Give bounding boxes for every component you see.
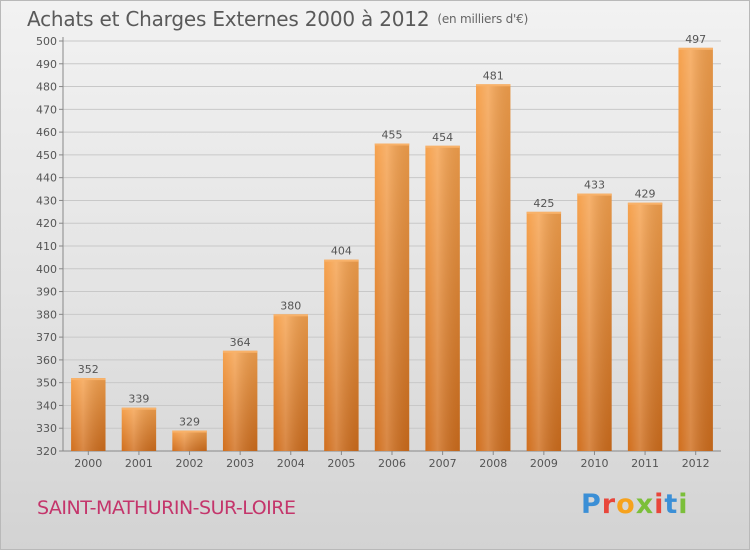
y-tick-label: 440 [36, 172, 57, 185]
brand-letter: o [616, 489, 636, 520]
brand-letter: t [664, 489, 679, 520]
y-tick-label: 420 [36, 217, 57, 230]
y-tick-label: 380 [36, 308, 57, 321]
bar-top-edge [678, 47, 713, 50]
commune-name: SAINT-MATHURIN-SUR-LOIRE [37, 497, 296, 519]
bar-shine [678, 47, 713, 451]
bar-shine [526, 211, 562, 451]
brand-letter: x [635, 489, 655, 520]
bar-value-label: 481 [483, 69, 504, 82]
y-tick-label: 480 [36, 81, 57, 94]
bar-top-edge [273, 314, 308, 317]
x-tick-label: 2012 [682, 457, 710, 470]
bar-value-label: 429 [635, 188, 656, 201]
y-tick-label: 500 [36, 35, 57, 48]
y-tick-label: 350 [36, 377, 57, 390]
y-tick-label: 470 [36, 103, 57, 116]
bar-value-label: 380 [280, 299, 301, 312]
y-tick-label: 400 [36, 263, 57, 276]
y-tick-label: 460 [36, 126, 57, 139]
x-tick-label: 2010 [580, 457, 608, 470]
brand-letter: i [678, 489, 689, 520]
bar-value-label: 425 [533, 197, 554, 210]
chart-title-text: Achats et Charges Externes 2000 à 2012 [27, 7, 430, 31]
bar-value-label: 329 [179, 416, 200, 429]
bar-top-edge [121, 407, 157, 410]
bars [71, 47, 713, 452]
brand-letter: r [601, 489, 617, 520]
x-tick-label: 2000 [74, 457, 102, 470]
bar-shine [627, 202, 663, 451]
bar-top-edge [425, 145, 460, 148]
bar-shine [425, 145, 460, 451]
y-tick-label: 450 [36, 149, 57, 162]
bar-top-edge [71, 378, 106, 381]
proxiti-logo[interactable]: Proxiti [581, 489, 689, 520]
bar-value-label: 404 [331, 245, 352, 258]
bar-top-edge [476, 84, 511, 87]
bar-top-edge [222, 350, 258, 353]
x-tick-label: 2011 [631, 457, 659, 470]
x-tick-label: 2009 [530, 457, 558, 470]
bar-value-label: 433 [584, 179, 605, 192]
bar-shine [172, 430, 207, 451]
bar-value-label: 352 [78, 363, 99, 376]
bar-top-edge [324, 259, 359, 262]
data-labels: 352 339 329 364 380 404 455 454 481 425 433 429 497 [78, 33, 706, 429]
x-tick-label: 2006 [378, 457, 406, 470]
bar-shine [71, 378, 106, 451]
brand-letter: P [581, 489, 602, 520]
y-tick-label: 330 [36, 422, 57, 435]
y-tick-label: 430 [36, 194, 57, 207]
bar-top-edge [577, 193, 612, 196]
bar-value-label: 339 [128, 393, 149, 406]
bar-top-edge [172, 430, 207, 433]
chart-title: Achats et Charges Externes 2000 à 2012 (e… [27, 7, 528, 31]
x-tick-label: 2007 [429, 457, 457, 470]
x-tick-label: 2005 [327, 457, 355, 470]
bar-top-edge [374, 143, 410, 146]
bar-shine [222, 350, 258, 451]
bar-top-edge [627, 202, 663, 205]
bar-shine [121, 407, 157, 451]
bar-shine [324, 259, 359, 451]
bar-value-label: 497 [685, 33, 706, 46]
bar-top-edge [526, 211, 562, 214]
x-tick-label: 2008 [479, 457, 507, 470]
y-tick-label: 360 [36, 354, 57, 367]
y-tick-label: 370 [36, 331, 57, 344]
chart-subtitle: (en milliers d'€) [437, 12, 529, 26]
y-tick-label: 490 [36, 58, 57, 71]
y-tick-label: 410 [36, 240, 57, 253]
bar-value-label: 454 [432, 131, 453, 144]
y-tick-label: 320 [36, 445, 57, 458]
bar-shine [374, 143, 410, 451]
x-tick-label: 2003 [226, 457, 254, 470]
x-tick-label: 2004 [277, 457, 305, 470]
bar-shine [577, 193, 612, 451]
brand-letter: i [654, 489, 665, 520]
bar-shine [476, 84, 511, 452]
x-tick-label: 2001 [125, 457, 153, 470]
x-tick-label: 2002 [176, 457, 204, 470]
y-tick-label: 390 [36, 286, 57, 299]
bar-value-label: 455 [382, 129, 403, 142]
bar-shine [273, 314, 308, 451]
bar-value-label: 364 [230, 336, 251, 349]
y-tick-label: 340 [36, 399, 57, 412]
